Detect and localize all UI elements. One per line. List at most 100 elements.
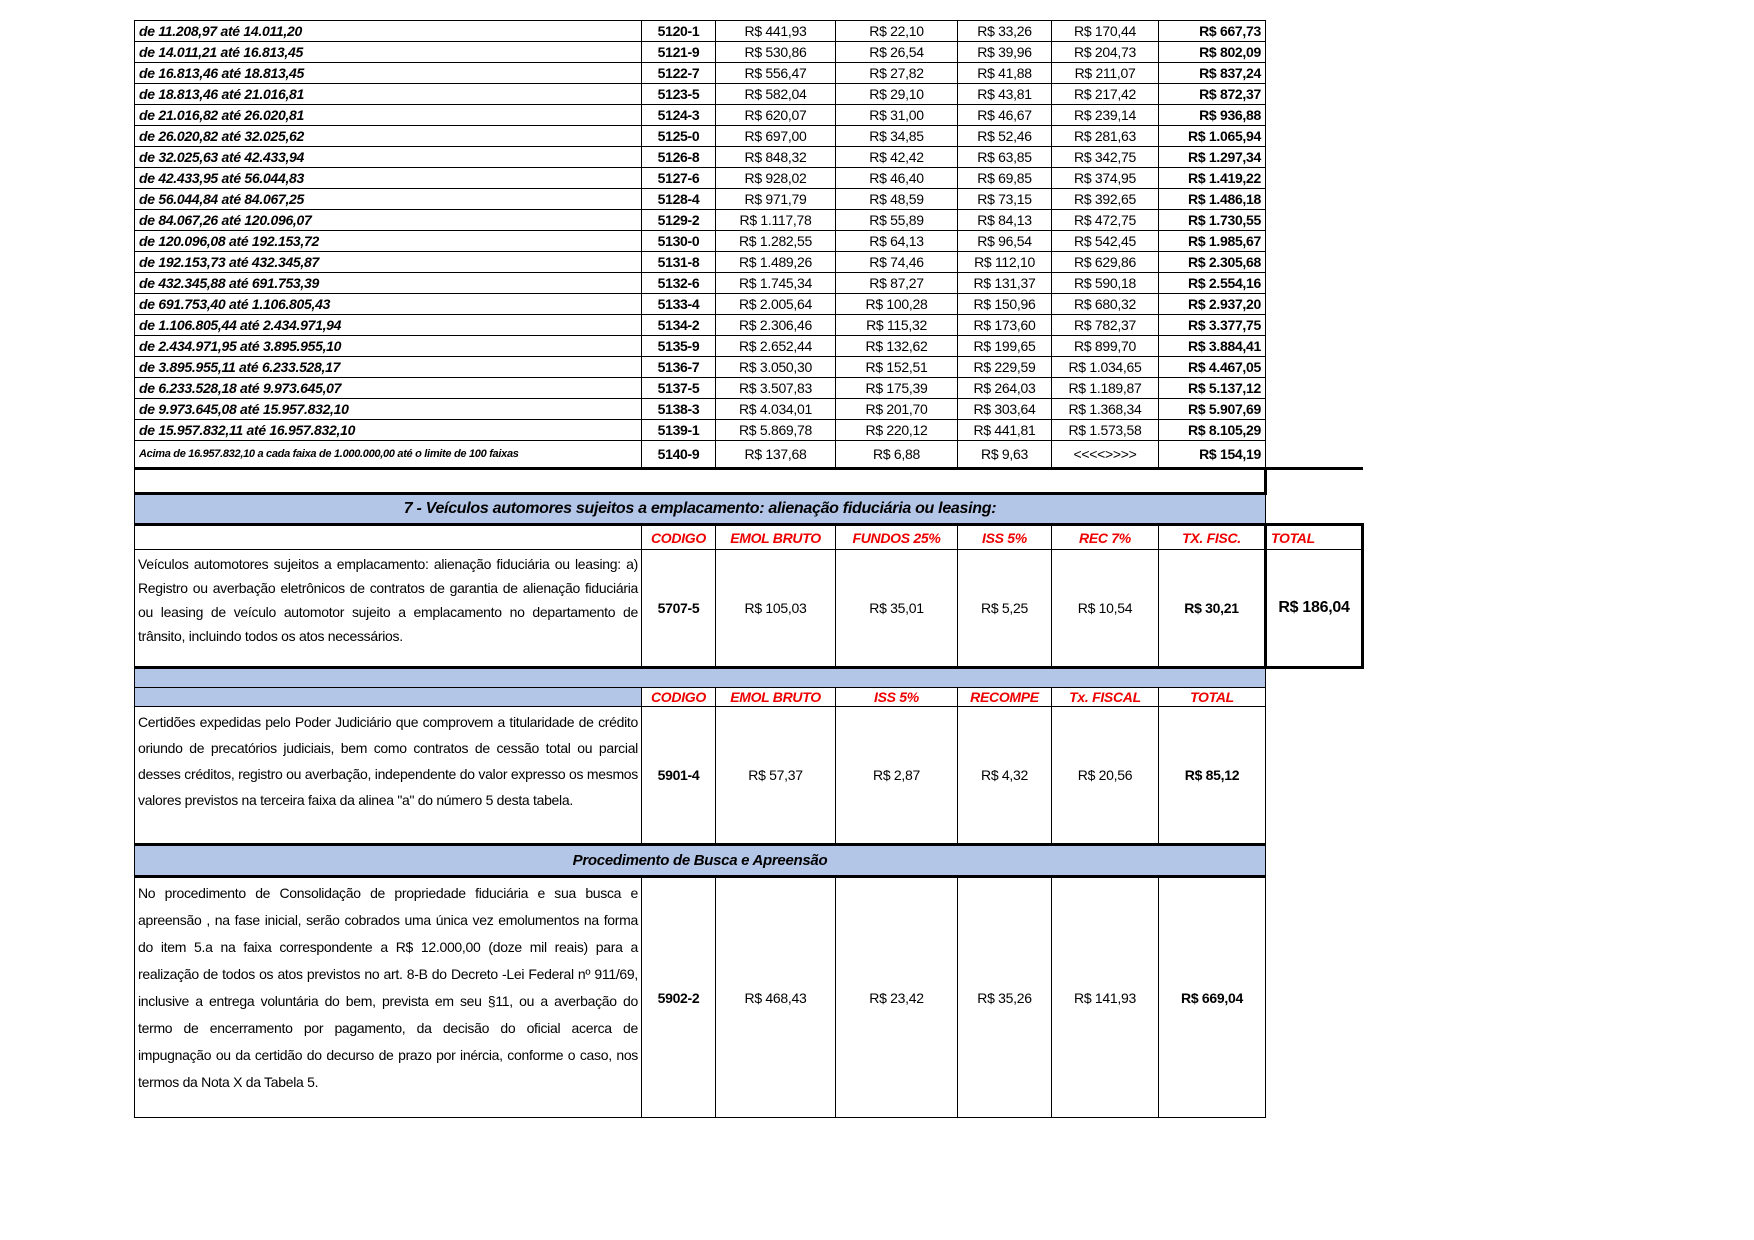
section-7-columns: CODIGO EMOL BRUTO FUNDOS 25% ISS 5% REC 7% TX…	[134, 523, 1364, 550]
range-label: de 11.208,97 até 14.011,20	[134, 20, 642, 42]
emol: R$ 530,86	[715, 41, 836, 63]
column-header: TOTAL	[1264, 523, 1364, 550]
value-cell: R$ 105,03	[715, 549, 836, 669]
total: R$ 4.467,05	[1158, 356, 1266, 378]
value: R$ 199,65	[957, 335, 1052, 357]
total: R$ 802,09	[1158, 41, 1266, 63]
value: R$ 342,75	[1051, 146, 1159, 168]
value: R$ 96,54	[957, 230, 1052, 252]
total: R$ 5.137,12	[1158, 377, 1266, 399]
range-label: de 192.153,73 até 432.345,87	[134, 251, 642, 273]
band-row: de 18.813,46 até 21.016,81 5123-5 R$ 582,0…	[134, 83, 1363, 105]
certidoes-columns: CODIGO EMOL BRUTO ISS 5% RECOMPE Tx. FISCAL T…	[134, 687, 1363, 707]
value-cell: 5901-4	[641, 706, 716, 845]
value: R$ 112,10	[957, 251, 1052, 273]
value: R$ 229,59	[957, 356, 1052, 378]
emol: R$ 1.745,34	[715, 272, 836, 294]
band-row-above: Acima de 16.957.832,10 a cada faixa de 1…	[134, 440, 1363, 470]
band-row: de 1.106.805,44 até 2.434.971,94 5134-2 R$…	[134, 314, 1363, 336]
value: R$ 73,15	[957, 188, 1052, 210]
code: 5132-6	[641, 272, 716, 294]
range-label: de 120.096,08 até 192.153,72	[134, 230, 642, 252]
band-row: de 42.433,95 até 56.044,83 5127-6 R$ 928,0…	[134, 167, 1363, 189]
code: 5122-7	[641, 62, 716, 84]
range-label: de 1.106.805,44 até 2.434.971,94	[134, 314, 642, 336]
band-row: de 15.957.832,11 até 16.957.832,10 5139-1…	[134, 419, 1363, 441]
column-header: RECOMPE	[957, 687, 1052, 707]
value: R$ 150,96	[957, 293, 1052, 315]
value-cell: R$ 23,42	[835, 876, 958, 1118]
value: R$ 100,28	[835, 293, 958, 315]
value: R$ 63,85	[957, 146, 1052, 168]
code: 5133-4	[641, 293, 716, 315]
total: R$ 872,37	[1158, 83, 1266, 105]
code: 5127-6	[641, 167, 716, 189]
total: R$ 2.937,20	[1158, 293, 1266, 315]
certidoes-row: Certidões expedidas pelo Poder Judiciári…	[134, 706, 1363, 845]
value: R$ 281,63	[1051, 125, 1159, 147]
code: 5125-0	[641, 125, 716, 147]
range-label: de 9.973.645,08 até 15.957.832,10	[134, 398, 642, 420]
band-row: de 26.020,82 até 32.025,62 5125-0 R$ 697,0…	[134, 125, 1363, 147]
code: 5129-2	[641, 209, 716, 231]
value: R$ 41,88	[957, 62, 1052, 84]
band-row: de 14.011,21 até 16.813,45 5121-9 R$ 530,8…	[134, 41, 1363, 63]
emol: R$ 556,47	[715, 62, 836, 84]
band-row: de 56.044,84 até 84.067,25 5128-4 R$ 971,7…	[134, 188, 1363, 210]
range-label: de 691.753,40 até 1.106.805,43	[134, 293, 642, 315]
value: R$ 1.368,34	[1051, 398, 1159, 420]
column-header: EMOL BRUTO	[715, 687, 836, 707]
total: R$ 3.377,75	[1158, 314, 1266, 336]
value-cell: R$ 468,43	[715, 876, 836, 1118]
emol: R$ 1.489,26	[715, 251, 836, 273]
code: 5128-4	[641, 188, 716, 210]
range-label: de 14.011,21 até 16.813,45	[134, 41, 642, 63]
column-header: ISS 5%	[835, 687, 958, 707]
range-label: de 432.345,88 até 691.753,39	[134, 272, 642, 294]
value: R$ 131,37	[957, 272, 1052, 294]
value: R$ 303,64	[957, 398, 1052, 420]
section-title: Procedimento de Busca e Apreensão	[134, 843, 1266, 878]
total: R$ 1.985,67	[1158, 230, 1266, 252]
value: R$ 264,03	[957, 377, 1052, 399]
emol: R$ 4.034,01	[715, 398, 836, 420]
emol: R$ 582,04	[715, 83, 836, 105]
value-cell: R$ 30,21	[1158, 549, 1266, 669]
section-7-header: 7 - Veículos automores sujeitos a emplac…	[134, 492, 1363, 526]
section-title: 7 - Veículos automores sujeitos a emplac…	[134, 492, 1266, 526]
value: <<<<>>>>	[1051, 440, 1159, 470]
blank-row	[134, 468, 1363, 494]
column-header: EMOL BRUTO	[715, 523, 836, 550]
emol: R$ 5.869,78	[715, 419, 836, 441]
band-row: de 11.208,97 até 14.011,20 5120-1 R$ 441,9…	[134, 20, 1363, 42]
value: R$ 175,39	[835, 377, 958, 399]
emol: R$ 1.282,55	[715, 230, 836, 252]
range-label: de 21.016,82 até 26.020,81	[134, 104, 642, 126]
value-cell: R$ 4,32	[957, 706, 1052, 845]
value: R$ 201,70	[835, 398, 958, 420]
total: R$ 1.297,34	[1158, 146, 1266, 168]
total: R$ 8.105,29	[1158, 419, 1266, 441]
section-7-row: Veículos automotores sujeitos a emplacam…	[134, 549, 1364, 669]
range-label: de 3.895.955,11 até 6.233.528,17	[134, 356, 642, 378]
empty-cell	[134, 523, 642, 550]
value: R$ 217,42	[1051, 83, 1159, 105]
emol: R$ 1.117,78	[715, 209, 836, 231]
value: R$ 899,70	[1051, 335, 1159, 357]
band-row: de 432.345,88 até 691.753,39 5132-6 R$ 1.7…	[134, 272, 1363, 294]
value: R$ 52,46	[957, 125, 1052, 147]
value-cell: R$ 85,12	[1158, 706, 1266, 845]
total: R$ 936,88	[1158, 104, 1266, 126]
total: R$ 1.065,94	[1158, 125, 1266, 147]
code: 5124-3	[641, 104, 716, 126]
value: R$ 374,95	[1051, 167, 1159, 189]
value-cell: R$ 57,37	[715, 706, 836, 845]
value: R$ 239,14	[1051, 104, 1159, 126]
description: Certidões expedidas pelo Poder Judiciári…	[134, 706, 642, 845]
value-cell: 5707-5	[641, 549, 716, 669]
emol: R$ 137,68	[715, 440, 836, 470]
value: R$ 48,59	[835, 188, 958, 210]
value: R$ 43,81	[957, 83, 1052, 105]
value-cell: R$ 669,04	[1158, 876, 1266, 1118]
range-label: de 15.957.832,11 até 16.957.832,10	[134, 419, 642, 441]
